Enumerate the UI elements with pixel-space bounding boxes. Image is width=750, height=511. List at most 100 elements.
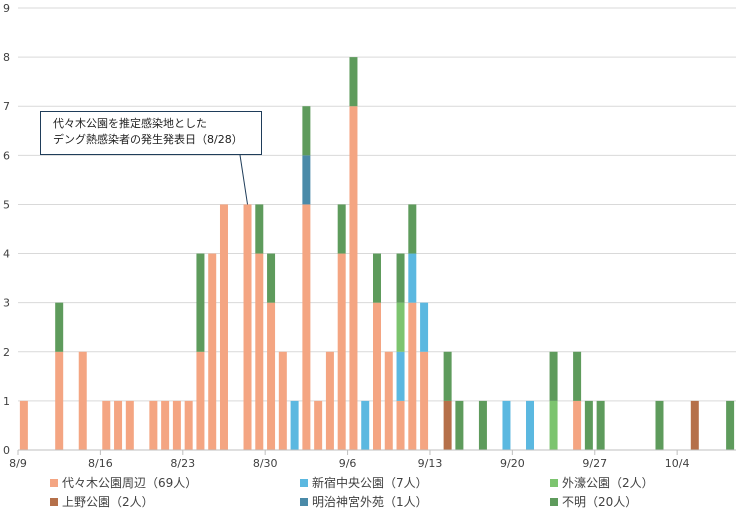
legend-item-1: 新宿中央公園（7人）	[300, 474, 550, 491]
bar-segment-8-9-s0	[19, 400, 28, 450]
legend-item-2: 外濠公園（2人）	[550, 474, 730, 491]
bar-segment-9-12-s1	[420, 302, 429, 352]
bar-segment-9-17-s5	[478, 400, 487, 450]
bar-segment-8-29-s5	[255, 204, 264, 254]
bar-segment-8-12-s0	[55, 351, 64, 450]
y-tick-label: 8	[3, 51, 10, 64]
bar-segment-8-26-s0	[219, 204, 228, 450]
y-tick-label: 9	[3, 2, 10, 15]
bar-segment-9-2-s4	[302, 155, 311, 205]
bar-segment-9-14-s5	[443, 351, 452, 401]
bar-segment-9-12-s0	[420, 351, 429, 450]
x-tick-label: 9/27	[582, 457, 607, 470]
bar-segment-8-25-s0	[208, 253, 217, 450]
legend-swatch	[300, 497, 308, 506]
bar-segment-9-7-s1	[361, 400, 370, 450]
bar-segment-9-6-s0	[349, 106, 358, 450]
bar-segment-9-15-s5	[455, 400, 464, 450]
bar-segment-8-28-s0	[243, 204, 252, 450]
leader-line	[239, 154, 249, 205]
y-tick-label: 7	[3, 100, 10, 113]
bar-segment-9-10-s2	[396, 302, 405, 352]
legend-label: 不明（20人）	[562, 495, 638, 509]
bar-segment-8-14-s0	[78, 351, 87, 450]
y-tick-label: 3	[3, 297, 10, 310]
bar-segment-8-31-s0	[278, 351, 287, 450]
bar-segment-9-11-s0	[408, 302, 417, 450]
x-tick-label: 8/23	[170, 457, 195, 470]
legend-swatch	[300, 478, 308, 487]
annotation-line-2: デング熱感染者の発生発表日（8/28）	[53, 133, 243, 146]
y-axis-tick-labels: 0 1 2 3 4 5 6 7 8 9	[3, 2, 10, 457]
legend-item-3: 上野公園（2人）	[50, 493, 300, 510]
bar-segment-9-1-s1	[290, 400, 299, 450]
y-tick-label: 5	[3, 198, 10, 211]
bar-segment-9-3-s0	[314, 400, 323, 450]
legend-label: 外濠公園（2人）	[562, 476, 654, 490]
bar-segment-8-21-s0	[161, 400, 170, 450]
bar-segment-9-8-s5	[373, 253, 381, 303]
bar-segment-9-27-s5	[596, 400, 605, 450]
bar-segment-8-24-s0	[196, 351, 205, 450]
bar-segment-10-8-s5	[726, 400, 735, 450]
bar-segment-9-14-s3	[443, 400, 452, 450]
bar-segment-9-5-s5	[337, 204, 346, 254]
bar-segment-8-30-s5	[267, 253, 276, 303]
y-tick-label: 2	[3, 346, 10, 359]
bar-segment-8-12-s5	[55, 302, 64, 352]
bar-segment-9-10-s5	[396, 253, 405, 303]
bar-segment-9-26-s5	[584, 400, 593, 450]
bar-segment-8-18-s0	[125, 400, 134, 450]
bar-segment-9-11-s1	[408, 253, 417, 303]
bar-segment-9-5-s0	[337, 253, 346, 450]
bar-segment-9-21-s1	[526, 400, 535, 450]
bar-segment-10-2-s5	[655, 400, 664, 450]
x-axis	[17, 449, 736, 455]
bar-segment-9-25-s0	[573, 400, 582, 450]
bar-segment-9-2-s5	[302, 106, 311, 156]
legend-label: 代々木公園周辺（69人）	[62, 476, 198, 490]
x-tick-label: 8/16	[88, 457, 113, 470]
gridlines	[18, 7, 736, 402]
x-axis-tick-labels: 8/9 8/16 8/23 8/30 9/6 9/13 9/20 9/27 10/4	[9, 457, 689, 470]
y-tick-label: 4	[3, 248, 10, 261]
bar-segment-9-10-s1	[396, 351, 405, 401]
bar-segment-8-22-s0	[172, 400, 181, 450]
legend: 代々木公園周辺（69人） 新宿中央公園（7人） 外濠公園（2人） 上野公園（2人） 明治…	[50, 474, 730, 510]
bar-segment-8-29-s0	[255, 253, 264, 450]
bar-segment-8-17-s0	[114, 400, 123, 450]
x-tick-label: 10/4	[665, 457, 690, 470]
bar-segment-9-8-s0	[373, 302, 381, 450]
bar-segment-8-16-s0	[102, 400, 111, 450]
legend-swatch	[50, 478, 58, 487]
x-tick-label: 8/9	[9, 457, 27, 470]
bar-segment-9-23-s2	[549, 400, 558, 450]
bar-segment-9-9-s0	[384, 351, 393, 450]
legend-swatch	[50, 497, 58, 506]
x-tick-label: 9/6	[339, 457, 357, 470]
y-tick-label: 6	[3, 149, 10, 162]
annotation-leader-line	[239, 154, 249, 205]
bar-segment-10-5-s3	[690, 400, 699, 450]
legend-label: 明治神宮外苑（1人）	[312, 495, 428, 509]
bar-segment-8-30-s0	[267, 302, 276, 450]
legend-item-5: 不明（20人）	[550, 493, 730, 510]
bar-segment-8-23-s0	[184, 400, 193, 450]
legend-item-4: 明治神宮外苑（1人）	[300, 493, 550, 510]
bar-segment-8-24-s5	[196, 253, 205, 352]
legend-label: 新宿中央公園（7人）	[312, 476, 428, 490]
bar-segment-9-19-s1	[502, 400, 511, 450]
bar-segment-9-6-s5	[349, 57, 358, 107]
legend-label: 上野公園（2人）	[62, 495, 154, 509]
legend-item-0: 代々木公園周辺（69人）	[50, 474, 300, 491]
bar-segment-8-20-s0	[149, 400, 158, 450]
x-tick-label: 9/13	[418, 457, 443, 470]
x-tick-label: 8/30	[253, 457, 278, 470]
bar-segment-9-10-s0	[396, 400, 405, 450]
x-tick-label: 9/20	[500, 457, 525, 470]
bar-segment-9-4-s0	[325, 351, 334, 450]
y-tick-label: 1	[3, 395, 10, 408]
bar-segment-9-23-s5	[549, 351, 558, 401]
